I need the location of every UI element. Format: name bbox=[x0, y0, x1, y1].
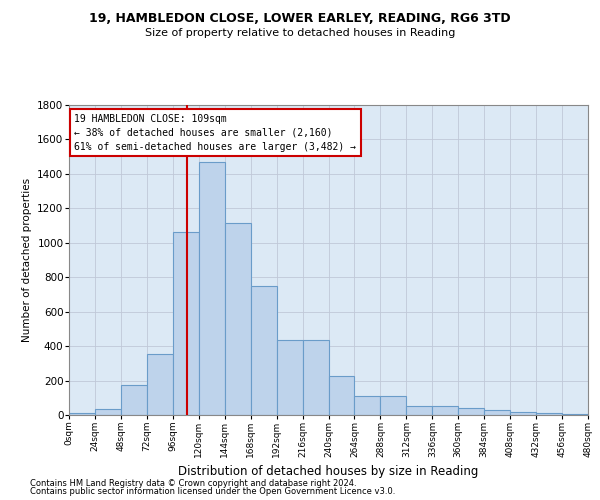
Bar bbox=[380, 396, 406, 415]
Bar bbox=[484, 410, 510, 415]
Text: 19 HAMBLEDON CLOSE: 109sqm
← 38% of detached houses are smaller (2,160)
61% of s: 19 HAMBLEDON CLOSE: 109sqm ← 38% of deta… bbox=[74, 114, 356, 152]
Bar bbox=[329, 376, 355, 415]
Bar bbox=[95, 409, 121, 415]
Bar bbox=[536, 414, 562, 415]
Text: Contains public sector information licensed under the Open Government Licence v3: Contains public sector information licen… bbox=[30, 487, 395, 496]
Bar bbox=[147, 354, 173, 415]
Text: Contains HM Land Registry data © Crown copyright and database right 2024.: Contains HM Land Registry data © Crown c… bbox=[30, 478, 356, 488]
Bar bbox=[432, 406, 458, 415]
Bar bbox=[302, 340, 329, 415]
Bar bbox=[277, 340, 302, 415]
Bar bbox=[225, 223, 251, 415]
Bar bbox=[458, 408, 484, 415]
Bar bbox=[562, 414, 588, 415]
Bar bbox=[251, 286, 277, 415]
Bar bbox=[121, 385, 147, 415]
Bar bbox=[355, 396, 380, 415]
Text: Size of property relative to detached houses in Reading: Size of property relative to detached ho… bbox=[145, 28, 455, 38]
Bar bbox=[173, 232, 199, 415]
Bar bbox=[510, 412, 536, 415]
X-axis label: Distribution of detached houses by size in Reading: Distribution of detached houses by size … bbox=[178, 466, 479, 478]
Y-axis label: Number of detached properties: Number of detached properties bbox=[22, 178, 32, 342]
Bar bbox=[199, 162, 224, 415]
Bar bbox=[406, 406, 432, 415]
Text: 19, HAMBLEDON CLOSE, LOWER EARLEY, READING, RG6 3TD: 19, HAMBLEDON CLOSE, LOWER EARLEY, READI… bbox=[89, 12, 511, 26]
Bar bbox=[69, 414, 95, 415]
